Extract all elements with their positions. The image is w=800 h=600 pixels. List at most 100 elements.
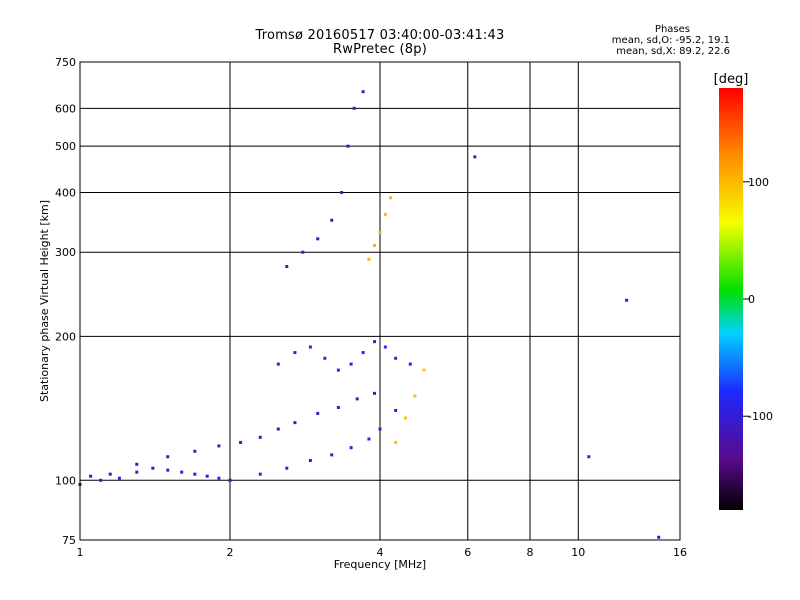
echo-point [361, 351, 365, 355]
echo-point [166, 455, 170, 459]
echo-point [293, 351, 297, 355]
phase-stats-x: mean, sd,X: 89.2, 22.6 [616, 46, 730, 57]
plot-frame [79, 61, 681, 541]
phase-stats: Phases mean, sd,O: -95.2, 19.1 mean, sd,… [560, 24, 730, 57]
echo-point [336, 368, 340, 372]
y-tick-label: 200 [55, 330, 76, 343]
echo-point [99, 478, 103, 482]
echo-point [293, 421, 297, 425]
echo-point [276, 427, 280, 431]
echo-point [135, 462, 139, 466]
echo-point [135, 470, 139, 474]
echo-point [285, 466, 289, 470]
y-tick-label: 75 [62, 534, 76, 547]
echo-point [473, 155, 477, 159]
phase-stats-o: mean, sd,O: -95.2, 19.1 [611, 35, 730, 46]
echo-point [367, 437, 371, 441]
echo-point [349, 446, 353, 450]
x-axis-label: Frequency [MHz] [334, 558, 426, 571]
x-tick-label: 4 [377, 546, 384, 559]
echo-point [193, 472, 197, 476]
y-axis-label: Stationary phase Virtual Height [km] [38, 200, 51, 402]
colorbar [719, 88, 743, 510]
echo-point [403, 416, 407, 420]
colorbar-tick-labels: 100 0 -100 [743, 176, 773, 423]
echo-point [89, 474, 93, 478]
echo-point [205, 474, 209, 478]
y-tick-label: 500 [55, 140, 76, 153]
echo-point [108, 472, 112, 476]
echo-point [373, 243, 377, 247]
phase-stats-heading: Phases [654, 24, 690, 35]
colorbar-tick-label: 100 [748, 176, 769, 189]
chart-title: Tromsø 20160517 03:40:00-03:41:43 [255, 28, 505, 43]
echo-point [330, 453, 334, 457]
echo-point [217, 444, 221, 448]
echo-point [346, 144, 350, 148]
echo-point [587, 455, 591, 459]
echo-point [308, 345, 312, 349]
echo-point [258, 472, 262, 476]
x-tick-label: 10 [571, 546, 585, 559]
echo-point [239, 440, 243, 444]
echo-point [422, 368, 426, 372]
echo-point [625, 298, 629, 302]
echo-point [413, 394, 417, 398]
x-tick-label: 2 [227, 546, 234, 559]
chart-subtitle: RwPretec (8p) [333, 42, 427, 57]
echo-point [308, 458, 312, 462]
echo-point [394, 440, 398, 444]
echo-point [330, 218, 334, 222]
echo-points [78, 90, 661, 539]
echo-point [394, 408, 398, 412]
echo-point [316, 237, 320, 241]
echo-point [276, 362, 280, 366]
echo-point [340, 190, 344, 194]
echo-point [285, 265, 289, 269]
colorbar-tick-label: -100 [748, 410, 773, 423]
echo-point [367, 257, 371, 261]
echo-point [389, 196, 393, 200]
echo-point [258, 435, 262, 439]
echo-point [352, 106, 356, 110]
echo-point [355, 397, 359, 401]
grid-lines [80, 62, 680, 540]
y-tick-labels: 75 100 200 300 400 500 600 750 [55, 56, 76, 547]
y-tick-label: 100 [55, 474, 76, 487]
x-tick-label: 16 [673, 546, 687, 559]
x-tick-label: 6 [464, 546, 471, 559]
echo-point [408, 362, 412, 366]
echo-point [383, 212, 387, 216]
echo-point [166, 468, 170, 472]
echo-point [394, 356, 398, 360]
echo-point [117, 476, 121, 480]
echo-point [193, 449, 197, 453]
echo-point [323, 356, 327, 360]
x-tick-labels: 1 2 4 6 8 10 16 [77, 546, 688, 559]
echo-point [349, 362, 353, 366]
echo-point [361, 90, 365, 94]
echo-point [378, 427, 382, 431]
echo-point [228, 478, 232, 482]
y-tick-label: 300 [55, 246, 76, 259]
echo-point [378, 230, 382, 234]
x-tick-label: 1 [77, 546, 84, 559]
echo-point [383, 345, 387, 349]
echo-point [180, 470, 184, 474]
echo-point [301, 250, 305, 254]
echo-point [657, 535, 661, 539]
echo-point [336, 405, 340, 409]
colorbar-label: [deg] [714, 72, 749, 87]
echo-point [316, 411, 320, 415]
y-tick-label: 750 [55, 56, 76, 69]
echo-point [373, 391, 377, 395]
y-tick-label: 400 [55, 186, 76, 199]
echo-point [151, 466, 155, 470]
colorbar-tick-label: 0 [748, 293, 755, 306]
echo-point [217, 476, 221, 480]
y-tick-label: 600 [55, 102, 76, 115]
echo-point [373, 340, 377, 344]
x-tick-label: 8 [527, 546, 534, 559]
